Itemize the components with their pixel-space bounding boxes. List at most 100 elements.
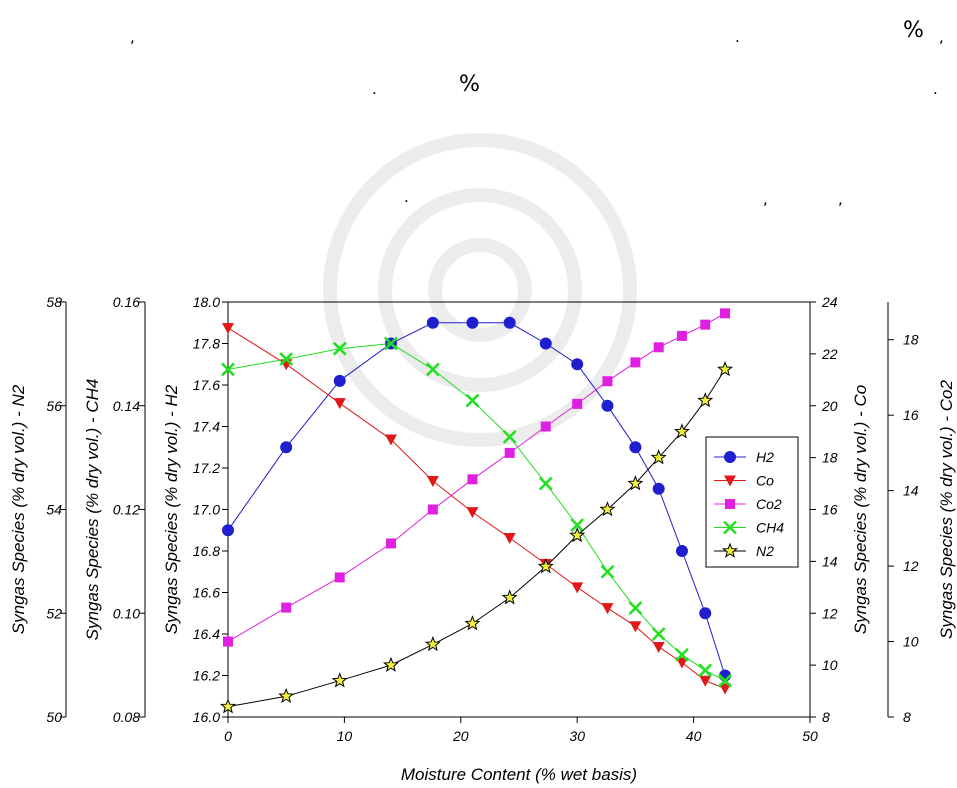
series-ch4-point (279, 352, 294, 366)
series-n2-point (627, 475, 644, 491)
series-h2-point (426, 316, 439, 329)
series-h2 (222, 316, 732, 682)
h2-axis-title: Syngas Species (% dry vol.) - H2 (162, 384, 181, 634)
co-tick-label: 24 (821, 294, 838, 310)
co2-tick-label: 14 (903, 483, 919, 499)
series-co2-point (385, 538, 396, 549)
series-n2-line (227, 369, 726, 708)
series-ch4-point (502, 429, 517, 444)
co-axis-title: Syngas Species (% dry vol.) - Co (851, 385, 870, 634)
h2-tick-label: 16.8 (193, 543, 220, 559)
co-tick-label: 14 (822, 553, 838, 569)
series-ch4-point (384, 336, 398, 351)
series-ch4-point (698, 663, 713, 678)
series-h2-point (539, 337, 552, 350)
co-tick-label: 22 (821, 346, 838, 362)
series-h2-point (280, 441, 293, 454)
series-h2-point (675, 545, 688, 557)
series-co2-point (720, 308, 731, 319)
co-tick-label: 8 (822, 709, 830, 725)
h2-tick-label: 17.0 (193, 502, 220, 518)
co2-tick-label: 18 (903, 332, 919, 348)
series-ch4-point (332, 341, 347, 356)
series-ch4-point (628, 601, 643, 615)
series-h2-point (466, 316, 479, 329)
series-ch4-point (675, 647, 689, 662)
series-n2-point (278, 687, 295, 704)
co-tick-label: 20 (821, 398, 838, 414)
stray-comma-2: , (939, 28, 944, 46)
series-n2-point (501, 589, 518, 605)
series-co2-point (281, 602, 292, 613)
stray-percent-1: % (903, 18, 924, 43)
co2-tick-label: 12 (903, 558, 919, 574)
h2-tick-label: 17.8 (193, 336, 220, 352)
n2-axis-title: Syngas Species (% dry vol.) - N2 (9, 384, 28, 634)
series-ch4-point (538, 476, 553, 491)
series-co-point (384, 434, 397, 446)
x-tick-label: 30 (569, 728, 585, 744)
series-n2-point (697, 392, 714, 408)
series-n2-point (331, 672, 348, 688)
n2-tick-label: 54 (46, 502, 62, 518)
legend-ch4-label: CH4 (756, 520, 784, 536)
series-ch4-point (651, 627, 666, 641)
series-h2-point (699, 607, 712, 620)
stray-dot-2: . (372, 80, 377, 98)
stray-comma-4: , (838, 190, 843, 208)
series-co2-point (427, 504, 438, 515)
series-co-point (719, 683, 732, 695)
co2-tick-label: 16 (903, 407, 919, 423)
watermark (323, 133, 637, 447)
series-n2-point (650, 449, 667, 465)
legend-n2-marker (722, 542, 738, 558)
co-tick-label: 16 (822, 502, 838, 518)
x-tick-label: 10 (337, 728, 353, 744)
co2-tick-label: 10 (903, 634, 919, 650)
legend: H2 Co Co2 CH4 N2 (705, 436, 799, 568)
h2-tick-label: 16.4 (193, 626, 220, 642)
h2-tick-label: 18.0 (193, 294, 220, 310)
series-co2-point (653, 342, 664, 353)
axes: 0 10 20 30 40 50 Moisture Content (% wet basis… (9, 294, 956, 784)
series-co2-point (676, 330, 687, 341)
series-co-point (652, 641, 665, 653)
series-ch4-point (465, 393, 480, 408)
ch4-tick-label: 0.16 (113, 294, 140, 310)
x-tick-label: 20 (452, 728, 469, 744)
legend-co-marker (724, 475, 736, 487)
series-n2-point (599, 501, 616, 517)
series-n2-point (673, 423, 690, 439)
series-co-point (503, 533, 516, 545)
h2-tick-label: 17.2 (193, 460, 220, 476)
series-co-point (426, 475, 439, 487)
series-co2-point (504, 447, 515, 458)
series-n2-point (424, 635, 441, 652)
series-n2-point (382, 656, 399, 672)
legend-co2-label: Co2 (756, 496, 782, 512)
series-n2-point (220, 698, 236, 714)
series-co2 (223, 308, 731, 647)
series-co-point (222, 322, 234, 334)
series-h2-point (333, 374, 346, 387)
series-co2-point (572, 398, 583, 409)
legend-ch4-marker (723, 520, 737, 535)
h2-tick-label: 16.0 (193, 709, 220, 725)
series-h2-point (652, 482, 665, 495)
co2-tick-label: 8 (903, 709, 911, 725)
series-ch4-point (570, 518, 585, 532)
series-co2-point (223, 636, 233, 647)
series-ch4-point (600, 564, 615, 579)
series-co-point (333, 398, 346, 410)
stray-comma-3: , (763, 190, 768, 208)
ch4-tick-label: 0.10 (113, 605, 140, 621)
legend-n2-label: N2 (756, 543, 774, 559)
series-co-point (601, 603, 614, 615)
series-co2-point (630, 357, 641, 368)
stray-comma-1: , (130, 28, 135, 46)
h2-tick-label: 17.4 (193, 419, 220, 435)
series-ch4 (221, 336, 732, 688)
series-ch4-point (221, 362, 235, 377)
x-tick-label: 50 (802, 728, 818, 744)
